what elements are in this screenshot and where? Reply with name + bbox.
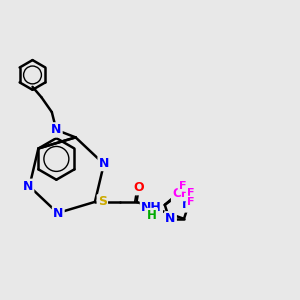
Text: H: H [147, 209, 157, 222]
Text: O: O [134, 181, 144, 194]
Text: N: N [165, 212, 176, 225]
Text: S: S [172, 188, 181, 202]
Text: F: F [179, 181, 186, 190]
Text: N: N [99, 157, 109, 170]
Text: N: N [23, 180, 33, 193]
Text: NH: NH [141, 201, 162, 214]
Text: N: N [53, 207, 63, 220]
Text: S: S [98, 195, 107, 208]
Text: F: F [187, 188, 194, 198]
Text: N: N [182, 198, 193, 212]
Text: N: N [51, 123, 62, 136]
Text: F: F [187, 197, 194, 207]
Text: CF₃: CF₃ [172, 187, 194, 200]
